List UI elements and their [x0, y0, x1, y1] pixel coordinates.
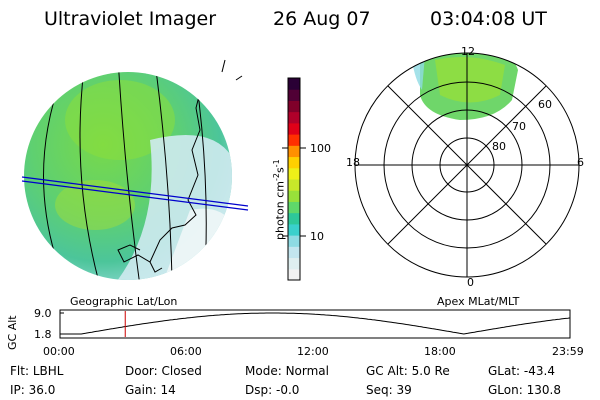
colorbar-swatch [288, 145, 300, 158]
filter-info: Flt: LBHL [10, 364, 63, 378]
gcalt-info: GC Alt: 5.0 Re [366, 364, 450, 378]
x-tick-0600: 06:00 [170, 345, 202, 358]
colorbar [287, 77, 301, 281]
polar-plot [354, 52, 580, 278]
door-label: Door: [125, 364, 158, 378]
altitude-plot [59, 309, 571, 339]
unit-sup2: -1 [272, 159, 281, 168]
dsp-label: Dsp: [245, 383, 273, 397]
colorbar-swatch [288, 111, 300, 124]
glon-info: GLon: 130.8 [488, 383, 561, 397]
mlat-label-70: 70 [512, 120, 526, 133]
glon-label: GLon: [488, 383, 523, 397]
colorbar-swatch [288, 190, 300, 202]
x-tick-2359: 23:59 [552, 345, 584, 358]
left-panel-label: Geographic Lat/Lon [70, 295, 178, 308]
colorbar-swatch [288, 246, 300, 259]
ip-label: IP: [10, 383, 25, 397]
unit-mid: s [273, 167, 287, 174]
mlt-label-12: 12 [461, 45, 475, 58]
mlt-label-6: 6 [577, 156, 584, 169]
time-label: 03:04:08 UT [430, 8, 547, 30]
seq-value: 39 [396, 383, 412, 397]
colorbar-swatch [288, 235, 300, 247]
colorbar-swatch [288, 179, 300, 191]
colorbar-unit-label: photon cm-2s-1 [272, 159, 287, 240]
colorbar-swatch [288, 122, 300, 135]
x-tick-1800: 18:00 [424, 345, 456, 358]
colorbar-swatch [288, 201, 300, 214]
mode-value: Normal [285, 364, 329, 378]
filter-value: LBHL [32, 364, 64, 378]
colorbar-swatch [288, 78, 300, 90]
gain-info: Gain: 14 [125, 383, 176, 397]
gcalt-value: 5.0 Re [411, 364, 450, 378]
seq-label: Seq: [366, 383, 393, 397]
instrument-title: Ultraviolet Imager [44, 8, 217, 30]
colorbar-frame [287, 77, 301, 281]
mlat-label-80: 80 [492, 140, 506, 153]
colorbar-tick-100: 100 [310, 142, 331, 155]
alt-tick-1-8: 1.8 [34, 328, 52, 341]
x-tick-1200: 12:00 [297, 345, 329, 358]
glat-value: -43.4 [523, 364, 555, 378]
colorbar-swatch [288, 134, 300, 146]
filter-label: Flt: [10, 364, 29, 378]
right-panel-label: Apex MLat/MLT [437, 295, 520, 308]
date-label: 26 Aug 07 [273, 8, 371, 30]
unit-main: photon cm [273, 181, 287, 240]
glat-label: GLat: [488, 364, 521, 378]
gain-label: Gain: [125, 383, 157, 397]
colorbar-swatch [288, 167, 300, 180]
colorbar-swatch [288, 212, 300, 225]
colorbar-swatch [288, 156, 300, 169]
mode-info: Mode: Normal [245, 364, 329, 378]
ip-value: 36.0 [28, 383, 56, 397]
ip-info: IP: 36.0 [10, 383, 55, 397]
colorbar-swatch [288, 100, 300, 113]
gain-value: 14 [160, 383, 176, 397]
glat-info: GLat: -43.4 [488, 364, 555, 378]
mlat-label-60: 60 [538, 98, 552, 111]
door-value: Closed [161, 364, 202, 378]
dsp-value: -0.0 [275, 383, 300, 397]
colorbar-tick-10: 10 [310, 230, 324, 243]
altitude-axis-label: GC Alt [6, 315, 19, 350]
earth-image [21, 59, 249, 280]
mlt-label-0: 0 [467, 276, 474, 289]
glon-value: 130.8 [526, 383, 561, 397]
x-tick-0000: 00:00 [43, 345, 75, 358]
mlt-label-18: 18 [346, 156, 360, 169]
dsp-info: Dsp: -0.0 [245, 383, 299, 397]
colorbar-swatch [288, 268, 300, 281]
colorbar-swatch [288, 89, 300, 101]
mode-label: Mode: [245, 364, 282, 378]
seq-info: Seq: 39 [366, 383, 412, 397]
door-info: Door: Closed [125, 364, 202, 378]
colorbar-ticks [282, 147, 306, 237]
colorbar-swatch [288, 223, 300, 236]
alt-tick-9: 9.0 [34, 307, 52, 320]
gcalt-label: GC Alt: [366, 364, 408, 378]
colorbar-swatch [288, 257, 300, 270]
unit-sup1: -2 [272, 173, 281, 182]
